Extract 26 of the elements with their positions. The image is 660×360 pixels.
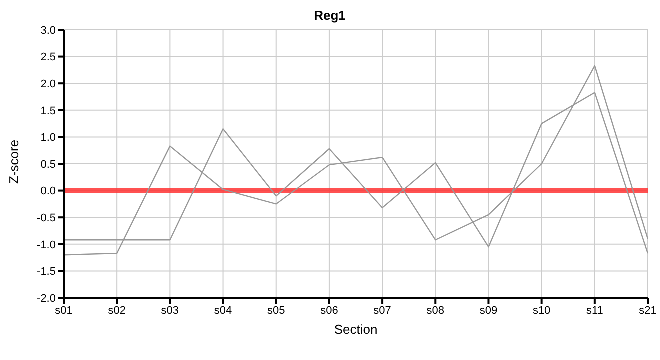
y-tick-label: 0.0	[40, 186, 56, 198]
x-tick-label: s06	[320, 304, 338, 317]
y-tick-label: 3.0	[40, 24, 56, 37]
y-tick-label: 2.5	[40, 52, 56, 64]
y-tick-label: 0.5	[40, 158, 56, 171]
x-tick-label: s11	[586, 304, 604, 317]
y-tick-label: 1.5	[40, 105, 56, 118]
x-tick-label: s03	[161, 304, 180, 317]
x-tick-label: s04	[214, 304, 232, 317]
y-tick-label: -1.0	[37, 239, 56, 252]
x-tick-label: s02	[108, 304, 126, 317]
x-tick-label: s21	[639, 304, 657, 317]
x-tick-label: s05	[267, 304, 286, 317]
x-tick-label: s07	[374, 304, 392, 317]
y-tick-label: 1.0	[40, 132, 56, 144]
x-tick-label: s01	[55, 304, 73, 317]
y-tick-label: -0.5	[37, 212, 56, 225]
y-axis-title: Z-score	[6, 140, 22, 184]
y-tick-label: 2.0	[40, 78, 56, 91]
x-axis-title: Section	[334, 322, 378, 337]
x-tick-label: s09	[480, 304, 498, 317]
chart-title: Reg1	[313, 8, 347, 25]
x-tick-label: s10	[532, 304, 551, 317]
y-tick-label: -1.5	[37, 266, 56, 278]
y-tick-label: -2.0	[37, 292, 56, 305]
x-tick-label: s08	[426, 304, 445, 317]
